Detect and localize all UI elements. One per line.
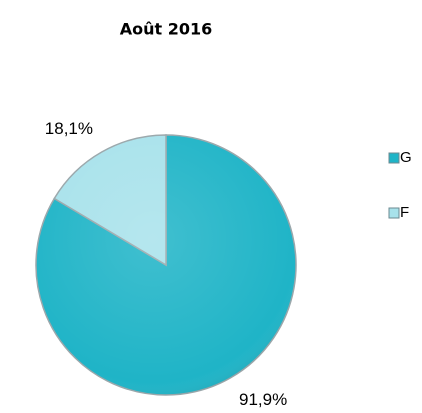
legend-label: G	[400, 149, 412, 166]
data-label: 91,9%	[239, 390, 287, 409]
legend-swatch	[388, 152, 400, 164]
data-label: 18,1%	[45, 119, 93, 138]
legend-label: F	[400, 204, 409, 221]
legend-swatch	[388, 207, 400, 219]
chart-title: Août 2016	[120, 20, 213, 39]
